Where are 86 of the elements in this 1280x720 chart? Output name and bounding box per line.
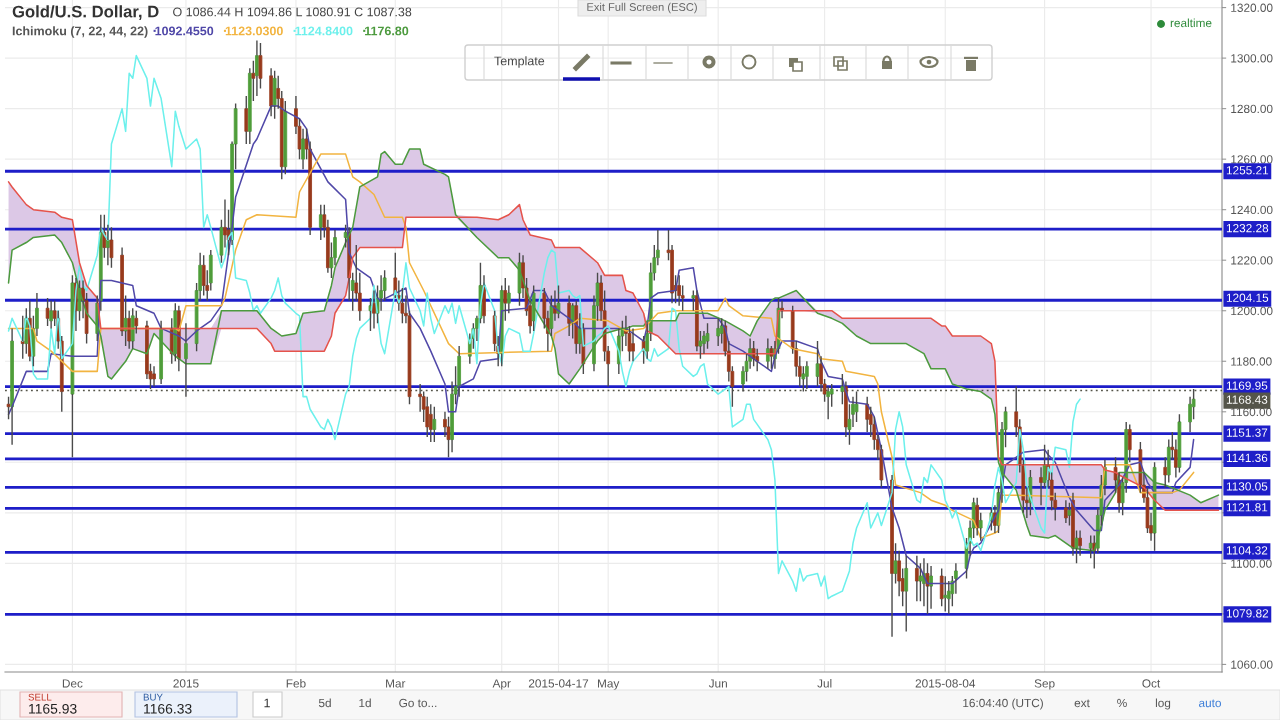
x-tick-label: Dec bbox=[62, 679, 83, 688]
text: BUY bbox=[143, 693, 163, 701]
legend-label: 1176.80 bbox=[365, 26, 409, 36]
candlestick bbox=[815, 340, 820, 388]
ref-line-label: 1141.36 bbox=[1226, 453, 1268, 463]
x-tick-label: Jun bbox=[708, 679, 727, 688]
y-tick-label: 1240.00 bbox=[1231, 205, 1273, 215]
y-tick-label: 1260.00 bbox=[1231, 155, 1273, 164]
candlestick bbox=[446, 416, 451, 458]
legend-label: 1123.0300 bbox=[225, 26, 283, 36]
candlestick bbox=[904, 555, 909, 633]
candlestick bbox=[925, 562, 930, 615]
x-tick-label: Oct bbox=[1142, 679, 1161, 688]
candlestick bbox=[152, 365, 156, 388]
ref-line-label: 1151.37 bbox=[1226, 428, 1268, 437]
text: auto bbox=[1199, 699, 1221, 708]
annotation: Exit Full Screen (ESC) bbox=[587, 2, 697, 14]
x-tick-label: Apr bbox=[492, 679, 511, 690]
text: 1d bbox=[359, 698, 371, 708]
candlestick bbox=[109, 226, 114, 269]
x-tick-label: 2015-04-17 bbox=[528, 679, 589, 688]
legend-label: 1092.4550 bbox=[155, 26, 214, 36]
x-tick-label: Sep bbox=[1034, 679, 1055, 690]
text: Go to... bbox=[399, 698, 437, 708]
text: 1165.93 bbox=[29, 703, 77, 714]
x-tick-label: Jul bbox=[817, 678, 832, 688]
ref-line-label: 1168.43 bbox=[1226, 395, 1268, 404]
candlestick bbox=[432, 406, 437, 443]
text: 5d bbox=[318, 698, 331, 708]
y-tick-label: 1200.00 bbox=[1231, 306, 1273, 316]
annotation: Template bbox=[494, 56, 545, 68]
y-tick-label: 1160.00 bbox=[1231, 407, 1272, 417]
candlestick bbox=[201, 254, 206, 297]
y-tick-label: 1280.00 bbox=[1231, 104, 1273, 114]
candlestick bbox=[1039, 466, 1043, 506]
line-series bbox=[7, 54, 1081, 600]
text: 1 bbox=[264, 698, 270, 708]
y-tick-label: 1320.00 bbox=[1231, 3, 1273, 12]
candlestick bbox=[1064, 499, 1068, 524]
line-series bbox=[7, 181, 1220, 512]
ref-line-label: 1255.21 bbox=[1226, 166, 1269, 175]
candlestick bbox=[975, 496, 980, 537]
x-tick-label: 2015-08-04 bbox=[915, 679, 976, 688]
text: 1166.33 bbox=[144, 703, 192, 714]
candlestick bbox=[159, 320, 163, 385]
candlestick bbox=[567, 294, 571, 337]
candlestick bbox=[854, 390, 859, 423]
text: % bbox=[1117, 698, 1127, 708]
ref-line-label: 1169.95 bbox=[1226, 381, 1268, 390]
ref-line-label: 1121.81 bbox=[1226, 503, 1268, 512]
x-tick-label: 2015 bbox=[173, 679, 199, 688]
x-tick-label: Mar bbox=[386, 679, 406, 688]
candlestick bbox=[677, 274, 681, 307]
text: 16:04:40 (UTC) bbox=[963, 698, 1043, 710]
ref-line-label: 1232.28 bbox=[1226, 224, 1269, 233]
annotation: realtime bbox=[1170, 18, 1212, 28]
y-tick-label: 1180.00 bbox=[1231, 357, 1272, 366]
candlestick bbox=[49, 299, 53, 330]
candlestick bbox=[425, 395, 430, 438]
y-tick-label: 1300.00 bbox=[1231, 54, 1273, 63]
legend-label: 1124.8400 bbox=[295, 26, 353, 36]
ref-line-label: 1204.15 bbox=[1226, 293, 1269, 302]
candlestick bbox=[915, 555, 919, 602]
candlestick bbox=[865, 395, 870, 433]
x-tick-label: Feb bbox=[286, 678, 306, 688]
ref-line-label: 1104.32 bbox=[1226, 546, 1268, 555]
y-tick-label: 1100.00 bbox=[1231, 559, 1272, 568]
chart-subtitle: O 1086.44 H 1094.86 L 1080.91 C 1087.38 bbox=[173, 7, 412, 17]
text: SELL bbox=[28, 693, 52, 701]
ref-line-label: 1079.82 bbox=[1226, 609, 1269, 618]
candlestick bbox=[517, 251, 522, 307]
y-tick-label: 1220.00 bbox=[1231, 256, 1273, 265]
y-tick-label: 1060.00 bbox=[1231, 660, 1273, 669]
legend-title: Ichimoku (7, 22, 44, 22) bbox=[12, 26, 148, 38]
candlestick bbox=[929, 565, 933, 610]
candlestick bbox=[631, 327, 635, 362]
ref-line-label: 1130.05 bbox=[1226, 482, 1268, 491]
text: ext bbox=[1074, 699, 1090, 708]
chart-title: Gold/U.S. Dollar, D bbox=[12, 5, 159, 20]
x-tick-label: May bbox=[598, 679, 620, 690]
candlestick bbox=[946, 580, 951, 615]
candlestick bbox=[272, 70, 277, 120]
candlestick bbox=[269, 67, 273, 117]
text: log bbox=[1155, 698, 1171, 710]
candlestick bbox=[943, 575, 948, 613]
candlestick bbox=[6, 395, 11, 421]
